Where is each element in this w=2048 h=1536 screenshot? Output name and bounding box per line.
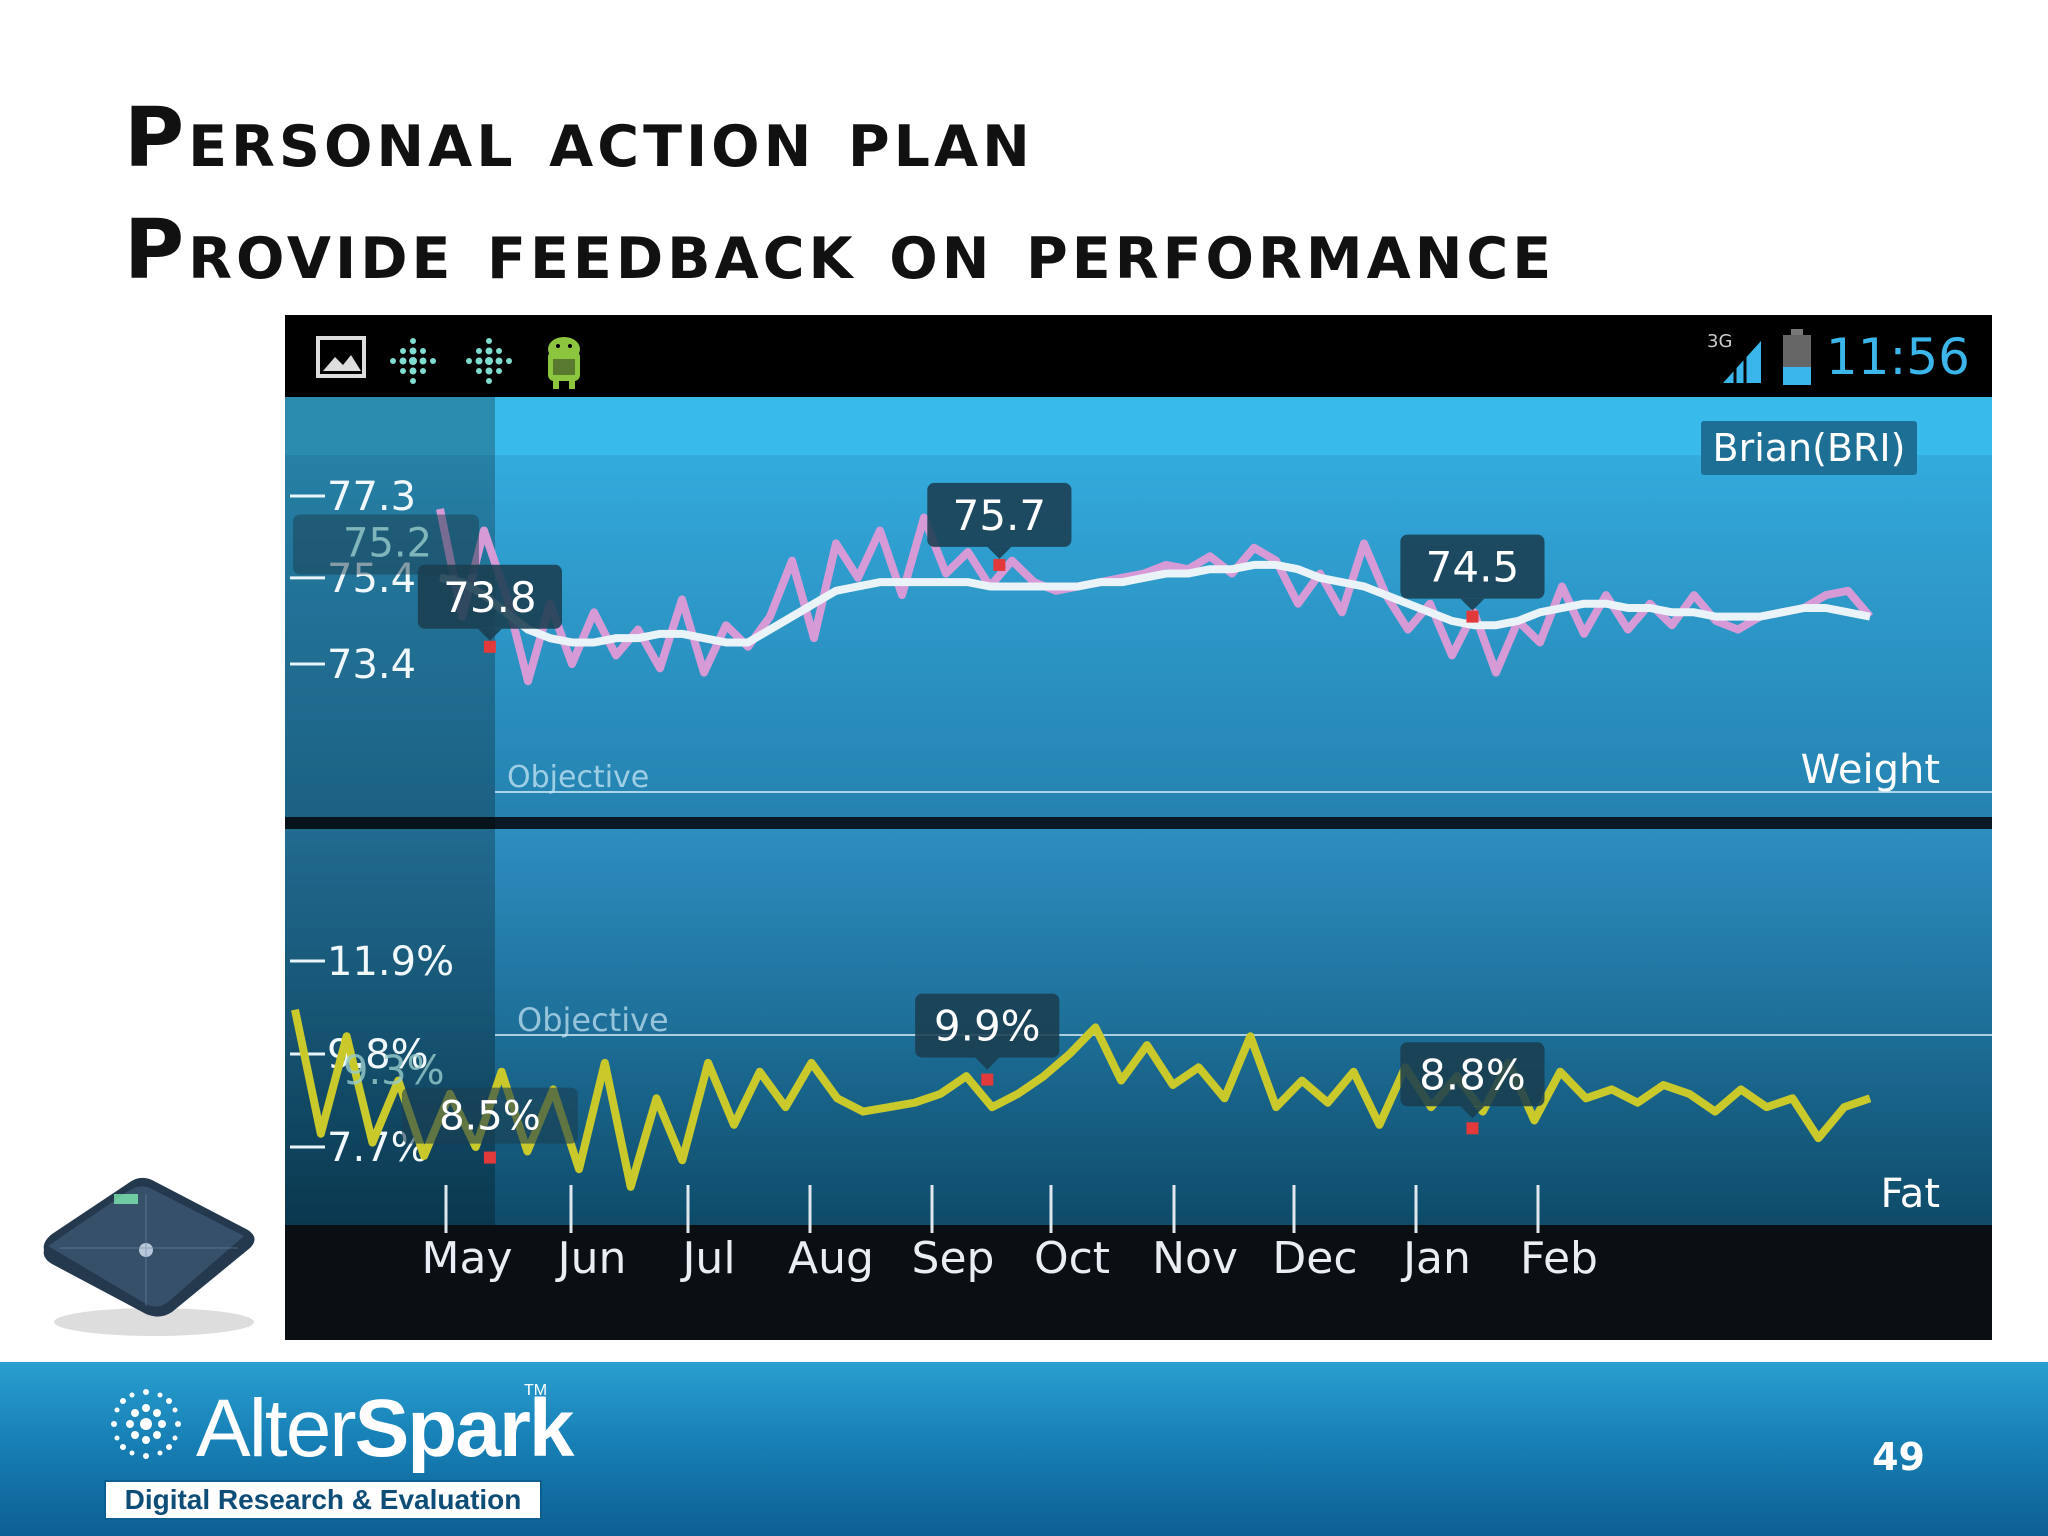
status-bar: 3G 11:56 [285,315,1992,397]
scale-display [114,1194,138,1204]
weight-marker [1466,610,1479,623]
weight-callout-pointer [987,546,1012,559]
logo-tagline: Digital Research & Evaluation [104,1480,542,1520]
weight-callout: 74.5 [1400,534,1545,611]
weight-y-tick-label: 73.4 [327,642,416,688]
fat-callout: 8.8% [1400,1042,1545,1119]
weight-daily-line [436,508,1874,686]
month-axis: May Jun Jul Aug Sep Oct Nov Dec Jan Feb [422,1185,1598,1284]
fat-series-name: Fat [1880,1171,1940,1217]
weight-series-name: Weight [1801,747,1940,793]
fat-history-callout-label: 9.3% [343,1048,445,1094]
phone-screenshot: 3G 11:56 Brian(BRI [285,315,1992,1340]
status-clock: 11:56 [1825,328,1970,386]
fat-callout: 9.9% [915,993,1060,1070]
logo-trademark: TM [524,1382,548,1399]
spark-icon [111,1389,181,1459]
weight-history-callout-bg [293,514,479,575]
weight-callout-label: 74.5 [1426,543,1520,592]
weight-objective-label: Objective [507,760,649,795]
month-label: Oct [1034,1233,1110,1284]
logo-wordmark: AlterSpark [196,1383,575,1474]
weight-callout: 73.8 [417,564,562,641]
fat-marker [981,1073,994,1086]
fat-objective-label: Objective [517,1001,669,1039]
weight-callout-label: 73.8 [443,573,537,622]
month-label: Feb [1520,1233,1598,1284]
slide-title-line-2: Provide feedback on performance [124,203,1556,298]
user-badge: Brian(BRI) [1701,421,1917,475]
page-number: 49 [1872,1435,1925,1479]
weight-callout-label: 75.7 [953,491,1047,540]
fat-panel-bg [285,829,1992,1229]
smart-scale-image [43,1177,255,1336]
fat-callout-label: 8.5% [439,1094,541,1140]
fat-callout-pointer [975,1057,1000,1070]
weight-marker [483,640,496,653]
month-label: Nov [1152,1233,1238,1284]
fat-callout-label: 9.9% [934,1002,1041,1051]
weight-callout-pointer [1460,598,1485,611]
battery-icon [1783,329,1811,385]
month-label: Jun [555,1233,627,1284]
fitbit-icon [390,338,436,384]
month-axis-bar [285,1225,1992,1340]
fat-marker [1466,1122,1479,1135]
weight-callout-bg [1400,534,1545,599]
android-icon [548,337,580,389]
slide-title-line-1: Personal action plan [124,91,1034,186]
month-label: Aug [788,1233,874,1284]
fat-callout-bg [401,1087,578,1144]
fat-callout-bg [1400,1042,1545,1107]
network-type-label: 3G [1707,331,1732,352]
fat-marker [483,1151,496,1164]
fat-callout-pointer [1460,1106,1485,1119]
weight-y-tick-label: 77.3 [327,474,416,520]
user-badge-bg [1701,421,1917,475]
month-label: Jan [1400,1233,1471,1284]
weight-trend-line [439,560,1871,647]
picture-icon [316,336,366,378]
weight-marker [993,558,1006,571]
fat-y-tick-label: 11.9% [327,939,454,985]
month-label: Jul [679,1233,735,1284]
weight-callout-bg [927,482,1072,547]
fat-callout-label: 8.8% [1419,1050,1526,1099]
month-label: Sep [912,1233,995,1284]
weight-callout-pointer [477,628,502,641]
weight-callout-bg [417,564,562,629]
month-label: Dec [1272,1233,1357,1284]
user-badge-label: Brian(BRI) [1713,426,1906,470]
panel-divider [285,817,1992,829]
weight-history-callout-label: 75.2 [343,520,432,566]
month-label: May [422,1233,513,1284]
fitbit-icon [466,338,512,384]
signal-icon: 3G [1707,331,1761,383]
fat-callout-bg [915,993,1060,1058]
weight-callout: 75.7 [927,482,1072,559]
